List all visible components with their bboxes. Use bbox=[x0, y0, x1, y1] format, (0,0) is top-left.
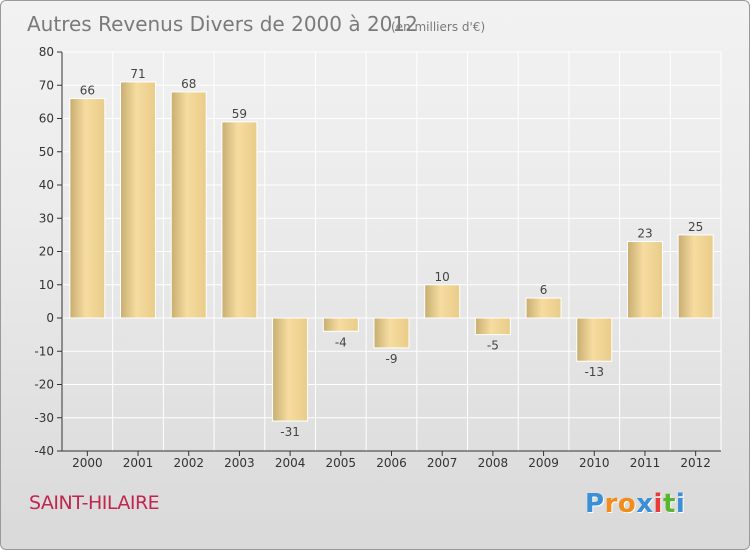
data-label-2002: 68 bbox=[181, 77, 196, 91]
x-tick-label-2008: 2008 bbox=[478, 456, 509, 470]
brand-letter: P bbox=[585, 489, 605, 519]
data-label-2007: 10 bbox=[435, 270, 450, 284]
x-tick-label-2003: 2003 bbox=[224, 456, 255, 470]
x-tick-label-2006: 2006 bbox=[376, 456, 407, 470]
x-tick-label-2009: 2009 bbox=[528, 456, 559, 470]
y-tick-label: -10 bbox=[34, 344, 54, 358]
data-label-2006: -9 bbox=[386, 352, 398, 366]
y-tick-label: 0 bbox=[46, 311, 54, 325]
brand-letter: i bbox=[675, 489, 686, 519]
y-tick-label: 70 bbox=[39, 78, 54, 92]
y-tick-label: -20 bbox=[34, 378, 54, 392]
y-tick-label: 50 bbox=[39, 145, 54, 159]
bar-2001 bbox=[120, 81, 157, 319]
bar-2007 bbox=[424, 284, 461, 319]
y-tick-label: 40 bbox=[39, 178, 54, 192]
x-tick-label-2010: 2010 bbox=[579, 456, 610, 470]
data-label-2005: -4 bbox=[335, 335, 347, 349]
x-tick-label-2004: 2004 bbox=[275, 456, 306, 470]
y-tick-label: 80 bbox=[39, 45, 54, 59]
brand-letter: r bbox=[604, 489, 618, 519]
x-tick-label-2011: 2011 bbox=[630, 456, 661, 470]
bar-2012 bbox=[677, 234, 714, 319]
data-label-2009: 6 bbox=[540, 283, 548, 297]
x-tick-label-2002: 2002 bbox=[173, 456, 204, 470]
y-tick-label: -40 bbox=[34, 444, 54, 458]
brand-logo: Proxiti bbox=[585, 489, 685, 519]
data-label-2003: 59 bbox=[232, 107, 247, 121]
brand-letter: i bbox=[653, 489, 663, 519]
data-label-2012: 25 bbox=[688, 220, 703, 234]
data-label-2008: -5 bbox=[487, 339, 499, 353]
brand-letter: x bbox=[636, 489, 654, 519]
bar-2011 bbox=[626, 241, 663, 319]
bar-2005 bbox=[322, 317, 359, 332]
y-tick-label: 10 bbox=[39, 278, 54, 292]
y-tick-label: 60 bbox=[39, 112, 54, 126]
bar-2006 bbox=[373, 317, 410, 349]
brand-letter: o bbox=[617, 489, 637, 519]
chart-subtitle: (en milliers d'€) bbox=[391, 20, 485, 34]
x-tick-label-2001: 2001 bbox=[123, 456, 154, 470]
y-tick-label: 30 bbox=[39, 211, 54, 225]
x-tick-label-2012: 2012 bbox=[680, 456, 711, 470]
location-label: SAINT-HILAIRE bbox=[29, 492, 160, 514]
bar-2010 bbox=[576, 317, 613, 362]
bar-2004 bbox=[272, 317, 309, 422]
brand-letter: t bbox=[662, 489, 676, 519]
x-tick-label-2007: 2007 bbox=[427, 456, 458, 470]
data-label-2010: -13 bbox=[584, 365, 604, 379]
chart-title: Autres Revenus Divers de 2000 à 2012 bbox=[27, 12, 418, 36]
plot-area: 80706050403020100-10-20-30-4066200071200… bbox=[34, 45, 722, 470]
y-tick-label: -30 bbox=[34, 411, 54, 425]
bar-2003 bbox=[221, 121, 258, 319]
data-label-2004: -31 bbox=[280, 425, 300, 439]
x-tick-label-2005: 2005 bbox=[326, 456, 357, 470]
data-label-2000: 66 bbox=[80, 84, 95, 98]
y-tick-label: 20 bbox=[39, 245, 54, 259]
bar-2000 bbox=[69, 98, 106, 319]
bar-2009 bbox=[525, 297, 562, 319]
data-label-2001: 71 bbox=[130, 67, 145, 81]
x-tick-label-2000: 2000 bbox=[72, 456, 103, 470]
bar-2008 bbox=[474, 317, 511, 336]
data-label-2011: 23 bbox=[637, 227, 652, 241]
bar-2002 bbox=[170, 91, 207, 319]
